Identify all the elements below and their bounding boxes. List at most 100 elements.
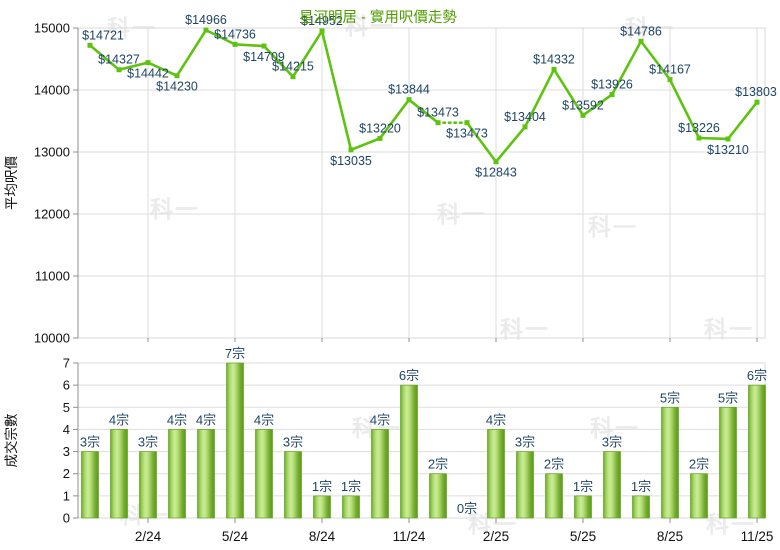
price-point-label: $13803 — [735, 85, 777, 99]
volume-bar-label: 5宗 — [718, 390, 738, 405]
volume-bar — [603, 451, 621, 519]
volume-bar-label: 7宗 — [225, 346, 245, 361]
volume-bar — [748, 384, 766, 519]
volume-bar-label: 3宗 — [515, 435, 535, 450]
bar-ytick-label: 4 — [63, 422, 70, 437]
price-point-marker — [116, 67, 122, 73]
volume-bar-label: 3宗 — [602, 435, 622, 450]
price-point-label: $14709 — [243, 50, 285, 64]
bar-ytick-label: 3 — [63, 444, 70, 459]
volume-bar — [81, 451, 99, 519]
bar-ytick-label: 1 — [63, 488, 70, 503]
x-axis-labels: 2/24 5/24 8/24 11/24 2/25 5/25 8/25 11/25 — [135, 518, 774, 544]
volume-bar-label: 3宗 — [80, 435, 100, 450]
volume-bar — [197, 429, 215, 519]
volume-bar — [632, 495, 650, 519]
x-tick-label: 11/24 — [393, 529, 426, 544]
volume-bar-chart: 0 1 2 3 4 5 6 7 成交宗數 3宗 4宗 3宗 4宗 4宗 7宗 4宗 3宗 1宗 1宗 4宗 6宗 2宗 0宗… — [3, 346, 773, 544]
price-labels: $14721 $14327$14442$14230 $14966$14736 $147… — [82, 13, 777, 180]
price-point-marker — [290, 74, 296, 80]
price-point-label: $13844 — [388, 83, 430, 97]
line-ytick-label: 13000 — [34, 145, 70, 160]
volume-bar-label: 4宗 — [196, 412, 216, 427]
volume-bar — [516, 451, 534, 519]
price-point-label: $14215 — [272, 60, 314, 74]
volume-bar — [255, 429, 273, 519]
volume-bar — [168, 429, 186, 519]
volume-bar-label: 6宗 — [399, 368, 419, 383]
price-point-label: $14327 — [98, 53, 140, 67]
bar-labels: 3宗 4宗 3宗 4宗 4宗 7宗 4宗 3宗 1宗 1宗 4宗 6宗 2宗 0宗 4宗 3宗 2宗 1宗 3宗 1宗… — [80, 346, 767, 516]
price-point-label: $14786 — [620, 24, 662, 38]
chart-title: 星河明居 - 實用呎價走勢 — [299, 10, 457, 26]
price-point-marker — [667, 77, 673, 83]
price-point-marker — [522, 124, 528, 130]
volume-bar — [487, 429, 505, 519]
price-point-marker — [319, 28, 325, 34]
price-point-marker — [348, 147, 354, 153]
price-point-marker — [493, 159, 499, 165]
price-point-marker — [609, 92, 615, 98]
volume-bar — [284, 451, 302, 519]
line-ytick-label: 12000 — [34, 207, 70, 222]
price-point-label: $14332 — [533, 52, 575, 66]
watermark-text: 科一 — [150, 196, 200, 222]
volume-bar-label: 4宗 — [370, 412, 390, 427]
line-y-axis: 10000 11000 12000 13000 14000 15000 平均呎價 — [4, 21, 758, 346]
price-point-label: $13473 — [417, 106, 459, 120]
price-point-marker — [145, 60, 151, 66]
volume-bar-label: 1宗 — [341, 479, 361, 494]
price-point-label: $14230 — [156, 80, 198, 94]
volume-bar-label: 3宗 — [283, 435, 303, 450]
bars — [81, 362, 766, 519]
x-tick-label: 2/24 — [135, 529, 162, 544]
bar-y-axis-title: 成交宗數 — [3, 413, 19, 467]
price-point-marker — [754, 99, 760, 105]
volume-bar-label: 2宗 — [689, 457, 709, 472]
line-ytick-label: 14000 — [34, 83, 70, 98]
volume-bar-label: 4宗 — [109, 412, 129, 427]
volume-bar-label: 2宗 — [544, 457, 564, 472]
price-point-label: $13035 — [330, 154, 372, 168]
volume-bar — [545, 473, 563, 519]
price-point-marker — [261, 43, 267, 49]
x-tick-label: 11/25 — [741, 529, 774, 544]
volume-bar-label: 0宗 — [457, 501, 477, 516]
price-point-marker — [203, 27, 209, 33]
volume-bar-label: 6宗 — [747, 368, 767, 383]
volume-bar — [661, 406, 679, 519]
volume-bar — [226, 362, 244, 519]
x-tick-label: 5/25 — [570, 529, 596, 544]
volume-bar-label: 1宗 — [631, 479, 651, 494]
volume-bar-label: 1宗 — [312, 479, 332, 494]
line-y-axis-title: 平均呎價 — [4, 156, 19, 210]
price-point-marker — [435, 120, 441, 126]
volume-bar-label: 5宗 — [660, 390, 680, 405]
bar-y-axis: 0 1 2 3 4 5 6 7 成交宗數 — [3, 356, 79, 526]
watermark-text: 科一 — [588, 214, 638, 240]
price-point-marker — [377, 135, 383, 141]
volume-bar-label: 2宗 — [428, 457, 448, 472]
volume-bar — [139, 451, 157, 519]
volume-bar — [574, 495, 592, 519]
volume-bar — [313, 495, 331, 519]
price-point-label: $13926 — [591, 78, 633, 92]
price-point-label: $13220 — [359, 121, 401, 135]
volume-bar — [342, 495, 360, 519]
price-point-label: $14442 — [127, 67, 169, 81]
watermark-text: 科一 — [345, 13, 395, 39]
price-point-marker — [580, 112, 586, 118]
x-tick-label: 8/24 — [309, 529, 336, 544]
volume-bar — [400, 384, 418, 519]
x-tick-label: 8/25 — [657, 529, 683, 544]
watermark-text: 科一 — [590, 415, 640, 441]
line-ytick-label: 10000 — [34, 331, 70, 346]
price-series — [87, 27, 760, 165]
price-point-label: $14966 — [185, 13, 227, 27]
volume-bar — [110, 429, 128, 519]
line-grid — [77, 27, 766, 339]
price-point-marker — [87, 42, 93, 48]
price-point-label: $13226 — [678, 121, 720, 135]
